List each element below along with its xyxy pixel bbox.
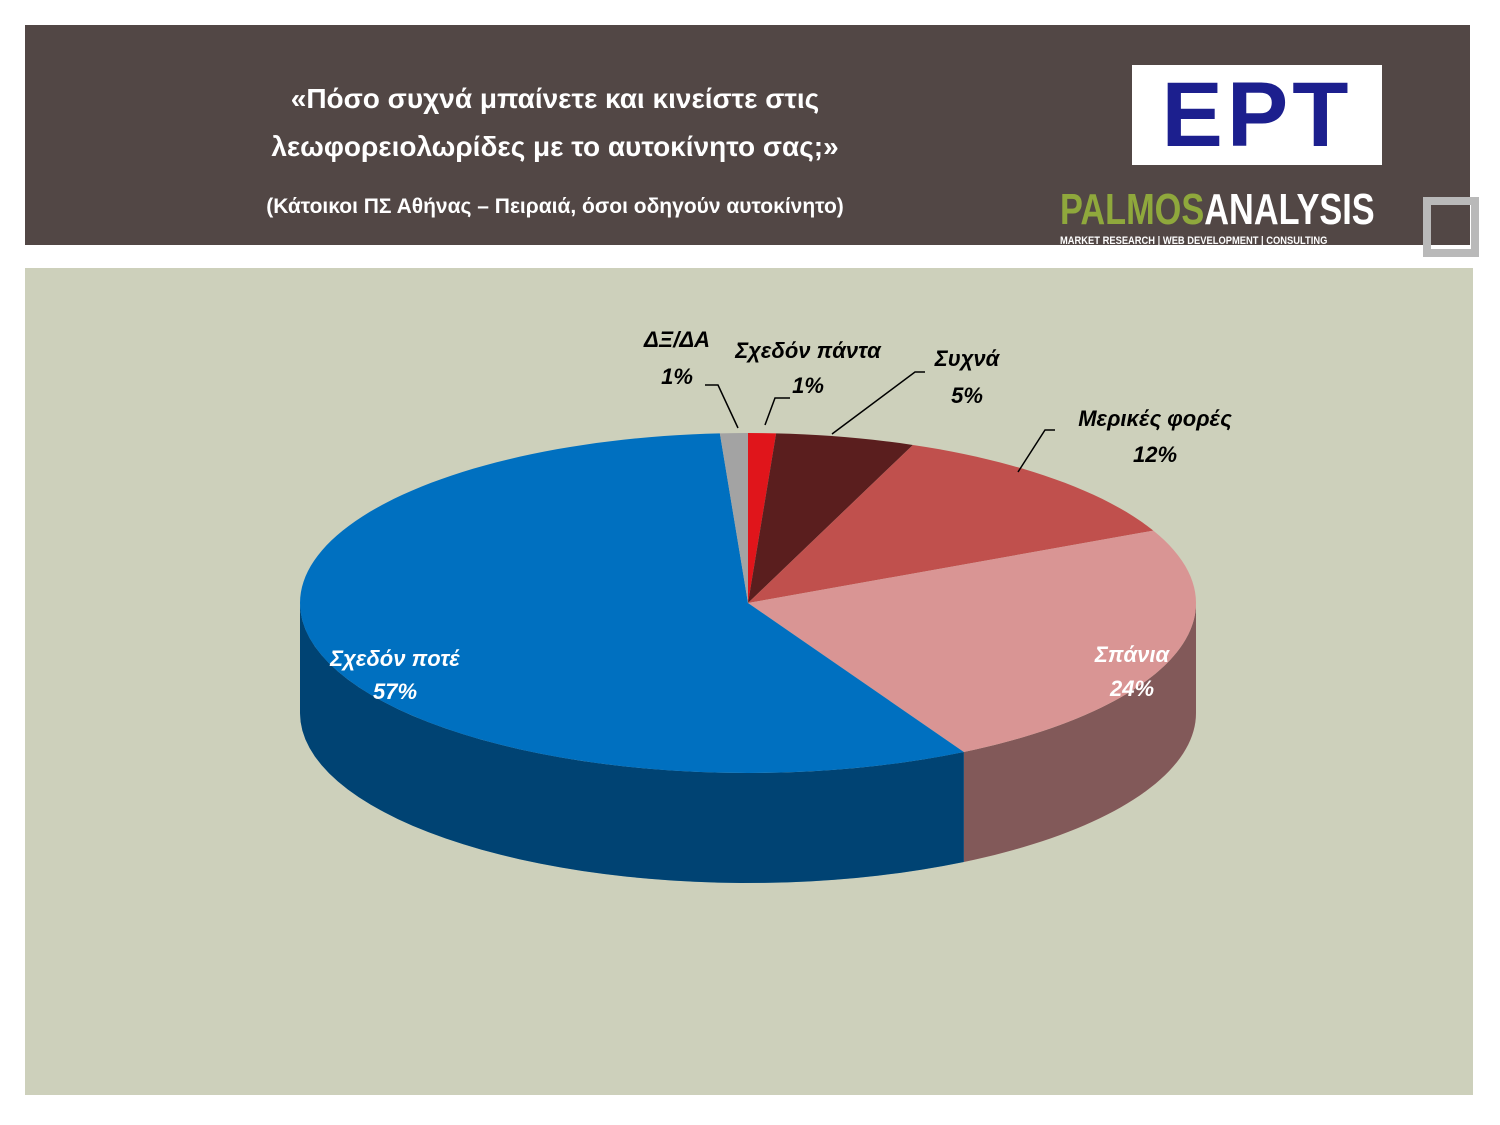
data-label-name: Μερικές φορές xyxy=(1078,406,1232,431)
data-label-name: ΔΞ/ΔΑ xyxy=(643,327,710,352)
data-label: 1% xyxy=(661,364,693,389)
slice xyxy=(300,433,964,773)
slice xyxy=(748,433,777,603)
data-label-name: Σπάνια xyxy=(1094,642,1171,667)
leader-line xyxy=(831,371,925,435)
logo-tagline: MARKET RESEARCH | WEB DEVELOPMENT | CONS… xyxy=(1060,235,1328,247)
slice xyxy=(748,444,1154,603)
leader-line xyxy=(1017,429,1055,473)
data-label: 5% xyxy=(951,383,983,408)
leader-line xyxy=(705,384,739,429)
slice xyxy=(719,433,748,603)
palmos-logo: PALMOSANALYSIS xyxy=(1060,185,1375,235)
data-label: 1% xyxy=(792,373,824,398)
slice xyxy=(748,433,913,603)
data-label-name: Σχεδόν πάντα xyxy=(734,338,882,363)
logo-icon xyxy=(1423,197,1479,257)
data-label: 12% xyxy=(1133,442,1177,467)
slice-side xyxy=(963,603,1196,862)
data-label: 24% xyxy=(1109,676,1154,701)
slice-side-shade xyxy=(963,603,1196,862)
leader-line xyxy=(764,397,790,426)
logo-text: ANALYSIS xyxy=(1204,185,1375,234)
header-bar: «Πόσο συχνά μπαίνετε και κινείστε στις λ… xyxy=(25,25,1479,257)
subtitle: (Κάτοικοι ΠΣ Αθήνας – Πειραιά, όσοι οδηγ… xyxy=(266,195,844,218)
logo-text: PALMOS xyxy=(1060,185,1205,234)
data-label: 57% xyxy=(373,679,417,704)
ert-logo: ΕΡΤ xyxy=(1132,65,1382,165)
data-label-name: Συχνά xyxy=(934,346,1001,371)
slice-side xyxy=(300,603,964,883)
slice xyxy=(748,530,1196,752)
slice-side-shade xyxy=(300,603,964,883)
data-label-name: Σχεδόν ποτέ xyxy=(329,646,460,671)
title: «Πόσο συχνά μπαίνετε και κινείστε στις λ… xyxy=(271,83,839,162)
